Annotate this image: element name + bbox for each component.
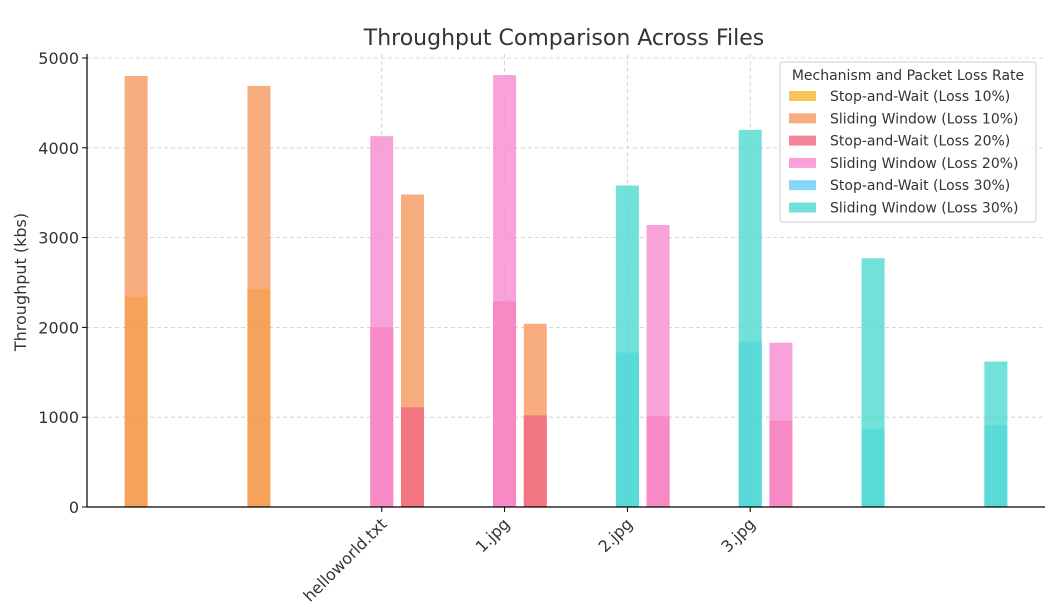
bars	[124, 75, 1008, 508]
bar-series-5	[738, 129, 762, 507]
legend-swatch	[789, 157, 816, 168]
legend-entry: Stop-and-Wait (Loss 30%)	[830, 178, 1010, 194]
y-tick-label: 4000	[38, 139, 79, 158]
y-tick-label: 2000	[38, 318, 79, 337]
bar-series-5	[861, 258, 885, 507]
legend-entry: Sliding Window (Loss 30%)	[830, 201, 1019, 217]
legend-entry: Sliding Window (Loss 10%)	[830, 111, 1019, 127]
bar-series-2	[523, 415, 547, 507]
bar-series-1	[247, 85, 271, 507]
bar-series-3	[769, 342, 793, 507]
legend-swatch	[789, 91, 816, 101]
legend-entry: Sliding Window (Loss 20%)	[830, 156, 1019, 172]
bar-series-3	[370, 136, 394, 507]
bar-series-3	[646, 225, 670, 507]
legend-title: Mechanism and Packet Loss Rate	[792, 68, 1024, 84]
legend-swatch	[789, 113, 816, 124]
bar-series-3	[493, 75, 517, 507]
y-tick-label: 5000	[38, 49, 79, 68]
legend-swatch	[789, 180, 816, 191]
bar-series-2	[400, 407, 424, 507]
y-ticks: 0 1000 2000 3000 4000 5000	[38, 49, 87, 517]
legend-swatch	[789, 202, 816, 213]
legend: Mechanism and Packet Loss Rate Stop-and-…	[779, 61, 1037, 223]
legend-swatch	[789, 135, 816, 146]
legend-box	[779, 61, 1037, 223]
y-tick-label: 0	[69, 498, 79, 517]
y-tick-label: 1000	[38, 408, 79, 427]
y-axis-label: Throughput (kbs)	[11, 213, 30, 352]
bar-series-5	[984, 361, 1008, 507]
y-tick-label: 3000	[38, 229, 79, 248]
bar-series-5	[615, 185, 639, 508]
legend-entry: Stop-and-Wait (Loss 10%)	[830, 89, 1010, 105]
legend-entry: Stop-and-Wait (Loss 20%)	[830, 134, 1010, 150]
bar-series-1	[124, 75, 148, 508]
chart-title: Throughput Comparison Across Files	[363, 26, 764, 51]
